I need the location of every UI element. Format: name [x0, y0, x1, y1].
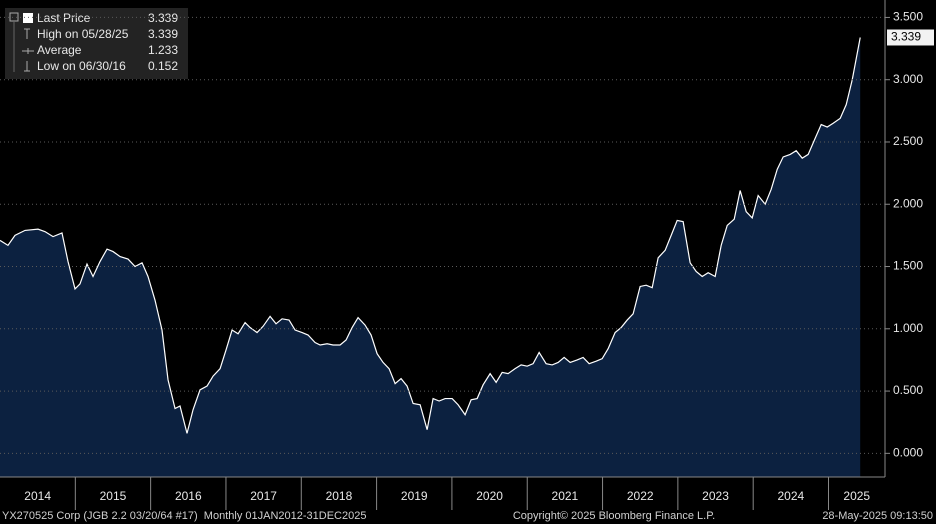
- legend-label: High on 05/28/25: [37, 27, 129, 41]
- x-tick-label: 2022: [627, 489, 654, 503]
- legend-box: [5, 8, 188, 79]
- legend-label: Last Price: [37, 11, 91, 25]
- x-tick-label: 2016: [175, 489, 202, 503]
- x-tick-label: 2025: [843, 489, 870, 503]
- last-price-label: 3.339: [891, 30, 921, 44]
- y-tick-label: 2.500: [893, 134, 923, 148]
- y-tick-label: 3.500: [893, 10, 923, 24]
- plot-area: [0, 37, 861, 478]
- x-tick-label: 2015: [100, 489, 127, 503]
- legend-value: 1.233: [148, 43, 178, 57]
- x-tick-label: 2018: [326, 489, 353, 503]
- line: [0, 37, 861, 434]
- legend-value: 3.339: [148, 11, 178, 25]
- legend-swatch: [23, 13, 33, 23]
- footer-right: 28-May-2025 09:13:50: [822, 510, 933, 522]
- footer-center: Copyright© 2025 Bloomberg Finance L.P.: [513, 510, 715, 522]
- y-tick-label: 2.000: [893, 196, 923, 210]
- y-tick-label: 0.500: [893, 383, 923, 397]
- legend-collapse-icon: [9, 12, 19, 22]
- y-tick-label: 1.000: [893, 321, 923, 335]
- x-tick-label: 2019: [401, 489, 428, 503]
- y-tick-label: 0.000: [893, 446, 923, 460]
- legend: Last Price 3.339 High on 05/28/25 3.339 Aver…: [5, 8, 188, 79]
- area: [0, 37, 861, 478]
- legend-label: Average: [37, 43, 82, 57]
- y-tick-label: 1.500: [893, 259, 923, 273]
- x-tick-label: 2021: [552, 489, 579, 503]
- legend-average-icon: [22, 48, 34, 54]
- footer-left: YX270525 Corp (JGB 2.2 03/20/64 #17) Mon…: [2, 510, 366, 522]
- x-tick-label: 2020: [476, 489, 503, 503]
- last-price-tag: [887, 29, 934, 46]
- legend-value: 3.339: [148, 27, 178, 41]
- y-tick-label: 3.000: [893, 72, 923, 86]
- legend-value: 0.152: [148, 59, 178, 73]
- x-tick-label: 2024: [777, 489, 804, 503]
- x-tick-label: 2014: [24, 489, 51, 503]
- x-tick-label: 2023: [702, 489, 729, 503]
- legend-label: Low on 06/30/16: [37, 59, 126, 73]
- x-tick-label: 2017: [250, 489, 277, 503]
- legend-high-icon: [24, 28, 30, 39]
- legend-low-icon: [24, 61, 30, 72]
